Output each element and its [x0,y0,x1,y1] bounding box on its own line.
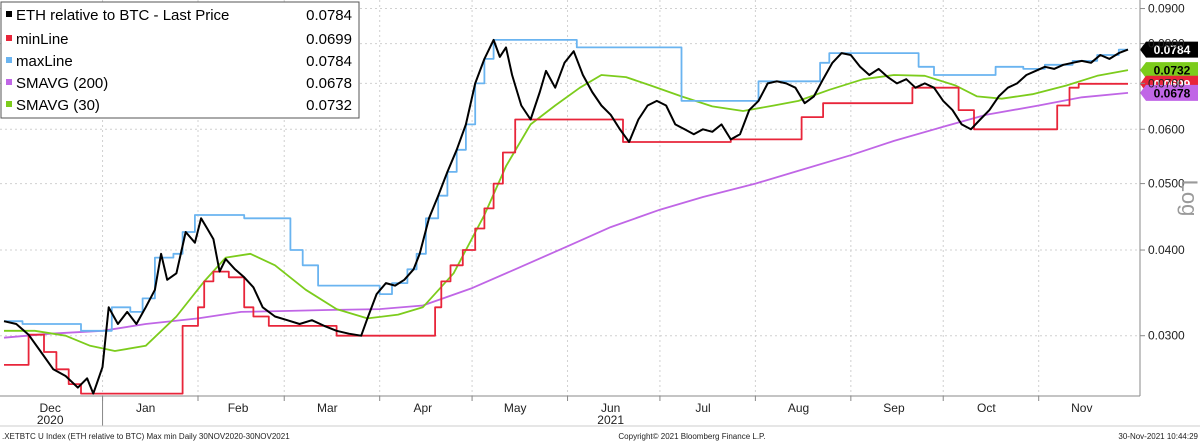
y-tick-label: 0.0600 [1148,122,1185,136]
series-line [4,69,1129,352]
x-tick-label: May [504,401,527,415]
legend-swatch [6,11,12,17]
legend-entry-value: 0.0784 [306,53,352,70]
end-value-badge: 0.0678 [1140,84,1198,101]
y-tick-label: 0.0800 [1148,37,1185,51]
legend-entry: ETH relative to BTC - Last Price 0.0784 [6,7,352,24]
x-tick-label: Nov [1071,401,1092,415]
end-value-badge: 0.0784 [1140,41,1198,58]
footer-copyright: Copyright© 2021 Bloomberg Finance L.P. [618,432,765,441]
legend-entry-value: 0.0784 [306,7,352,24]
legend-entry-name: SMAVG (30) [16,97,100,114]
y-tick-label: 0.0400 [1148,243,1185,257]
series-line [4,39,1128,332]
x-tick-label: Mar [317,401,338,415]
x-tick-label: Feb [228,401,249,415]
legend-entry: minLine 0.0699 [6,31,352,48]
legend-entry-value: 0.0699 [306,31,352,48]
legend-entry-name: ETH relative to BTC - Last Price [16,7,229,24]
x-tick-label: Jul [695,401,710,415]
x-tick-label: Apr [413,401,432,415]
legend-entry-name: SMAVG (200) [16,75,108,92]
badge-shape [1140,62,1198,79]
legend-entry-name: maxLine [16,53,73,70]
series-lines [3,38,1129,395]
badge-shape [1140,41,1198,58]
x-tick-label: Aug [788,401,809,415]
badge-shape [1140,84,1198,101]
y-tick-label: 0.0500 [1148,177,1185,191]
y-tick-label: 0.0900 [1148,2,1185,16]
legend-swatch [6,101,12,107]
x-tick-label: Dec [40,401,61,415]
legend-entry-value: 0.0678 [306,75,352,92]
x-tick-label: Jun [601,401,620,415]
x-tick-label: Oct [977,401,996,415]
series-line [4,82,1128,395]
footer-source: .XETBTC U Index (ETH relative to BTC) Ma… [2,432,290,441]
legend-entry-value: 0.0732 [306,97,352,114]
x-tick-label: Jan [136,401,155,415]
y-tick-label: 0.0300 [1148,329,1185,343]
y-axis: 0.0900 0.0800 0.0700 0.0600 0.0500 0.0400 0.03… [1139,0,1185,396]
legend-swatch [6,35,12,41]
legend-entry: SMAVG (30) 0.0732 [6,97,352,114]
badge-label: 0.0732 [1154,64,1191,78]
end-value-badge: 0.0732 [1140,62,1198,79]
footer-timestamp: 30-Nov-2021 10:44:29 [1118,432,1198,441]
y-tick-label: 0.0700 [1148,76,1185,90]
badge-label: 0.0678 [1154,86,1191,100]
legend: ETH relative to BTC - Last Price 0.0784 … [0,1,360,119]
legend-entry: SMAVG (200) 0.0678 [6,75,352,92]
badge-label: 0.0784 [1154,43,1191,57]
legend-box [0,1,360,119]
x-year-label: 2020 [37,413,64,427]
x-axis: Dec Jan Feb Mar Apr May Jun Jul Aug Sep Oct Nov 2020… [0,395,1140,427]
legend-swatch [6,57,12,63]
x-tick-label: Sep [883,401,905,415]
legend-swatch [6,79,12,85]
x-year-label: 2021 [597,413,624,427]
legend-entry: maxLine 0.0784 [6,53,352,70]
legend-entry-name: minLine [16,31,69,48]
series-line [3,38,1129,395]
y-axis-scale-label: Log [1177,180,1200,217]
